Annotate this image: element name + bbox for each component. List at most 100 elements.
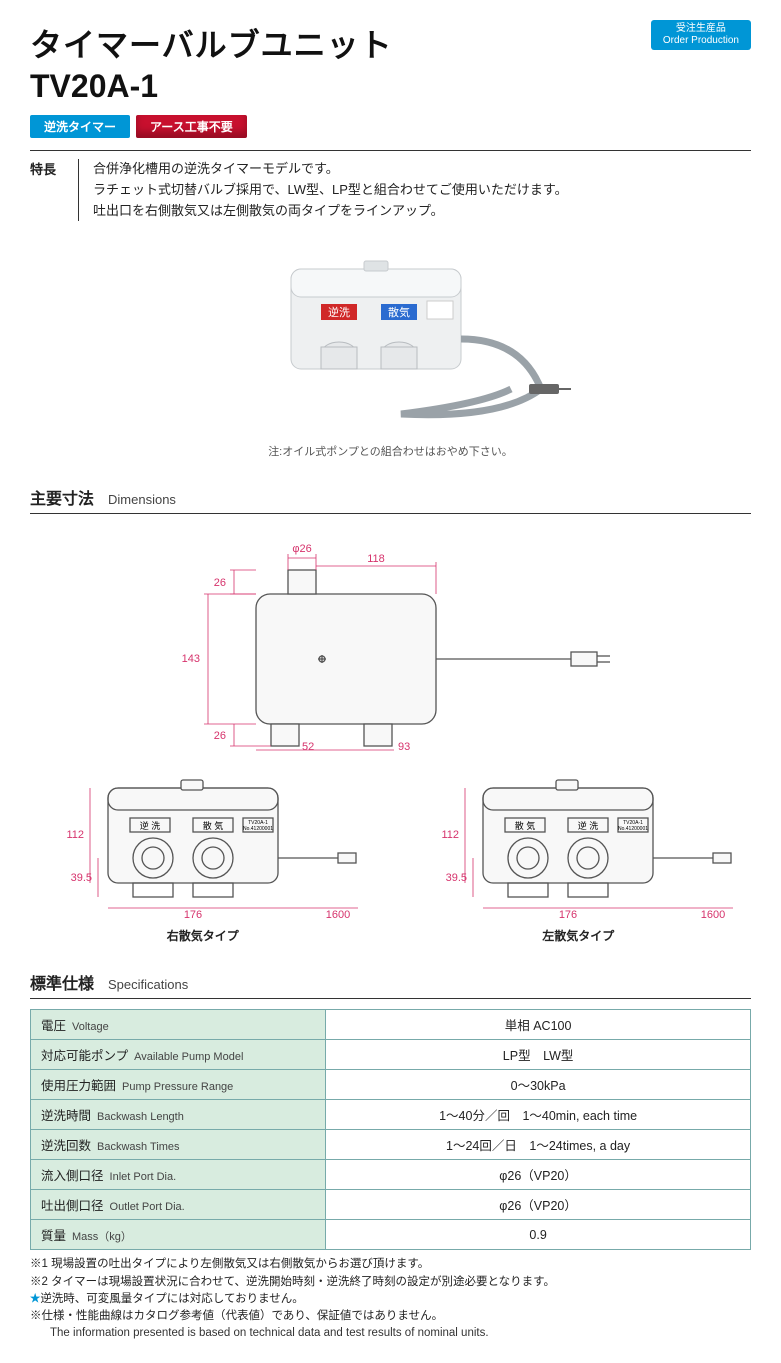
- spec-value: 0～30kPa: [326, 1070, 751, 1100]
- table-row: 質量 Mass（kg） 0.9: [31, 1220, 751, 1250]
- left-type-diagram: 散 気 逆 洗 TV20A-1 No.41200001 112 39.5 176…: [406, 768, 752, 944]
- spec-label: 流入側口径 Inlet Port Dia.: [31, 1160, 326, 1190]
- feature-line-1: 合併浄化槽用の逆洗タイマーモデルです。: [93, 159, 568, 180]
- note-2: ※2 タイマーは現場設置状況に合わせて、逆洗開始時刻・逆洗終了時刻の設定が別途必…: [30, 1274, 751, 1291]
- svg-text:118: 118: [367, 553, 385, 565]
- badge-jp: 受注生産品: [663, 23, 739, 35]
- note-3: ★逆洗時、可変風量タイプには対応しておりません。: [30, 1291, 751, 1308]
- spec-label-jp: 逆洗回数: [41, 1139, 91, 1153]
- spec-label-jp: 質量: [41, 1229, 66, 1243]
- spec-value: φ26（VP20）: [326, 1160, 751, 1190]
- table-row: 使用圧力範囲 Pump Pressure Range 0～30kPa: [31, 1070, 751, 1100]
- title-block: タイマーバルブユニット TV20A-1: [30, 20, 651, 105]
- spec-label: 使用圧力範囲 Pump Pressure Range: [31, 1070, 326, 1100]
- svg-text:1600: 1600: [701, 909, 725, 918]
- badge-en: Order Production: [663, 35, 739, 47]
- svg-text:φ26: φ26: [292, 543, 311, 555]
- spec-label-en: Inlet Port Dia.: [110, 1171, 177, 1183]
- svg-text:逆 洗: 逆 洗: [578, 820, 599, 831]
- note-4: ※仕様・性能曲線はカタログ参考値（代表値）であり、保証値ではありません。: [30, 1308, 751, 1325]
- svg-text:散 気: 散 気: [202, 820, 223, 831]
- table-row: 逆洗回数 Backwash Times 1～24回／日 1～24times, a d…: [31, 1130, 751, 1160]
- svg-text:No.41200001: No.41200001: [243, 826, 273, 832]
- features-block: 特長 合併浄化槽用の逆洗タイマーモデルです。 ラチェット式切替バルブ採用で、LW…: [30, 159, 751, 221]
- svg-text:176: 176: [184, 909, 202, 918]
- spec-label-en: Backwash Times: [97, 1141, 180, 1153]
- spec-label-en: Backwash Length: [97, 1111, 184, 1123]
- divider: [30, 150, 751, 151]
- dimensions-heading-jp: 主要寸法: [30, 485, 94, 509]
- spec-label-en: Pump Pressure Range: [122, 1081, 233, 1093]
- svg-text:112: 112: [66, 829, 84, 841]
- spec-label-en: Available Pump Model: [134, 1051, 243, 1063]
- title-jp: タイマーバルブユニット: [30, 20, 651, 66]
- spec-label-jp: 逆洗時間: [41, 1109, 91, 1123]
- svg-text:112: 112: [442, 829, 460, 841]
- spec-value: 単相 AC100: [326, 1010, 751, 1040]
- header: タイマーバルブユニット TV20A-1 受注生産品 Order Producti…: [30, 20, 751, 105]
- spec-label-jp: 対応可能ポンプ: [41, 1049, 128, 1063]
- footnotes: ※1 現場設置の吐出タイプにより左側散気又は右側散気からお選び頂けます。 ※2 …: [30, 1256, 751, 1342]
- left-type-caption: 左散気タイプ: [406, 927, 752, 944]
- top-view-diagram: φ26 118 26 143 26 52 93: [30, 524, 751, 754]
- spec-label: 質量 Mass（kg）: [31, 1220, 326, 1250]
- spec-label-en: Outlet Port Dia.: [110, 1201, 185, 1213]
- spec-label-jp: 流入側口径: [41, 1169, 104, 1183]
- table-row: 吐出側口径 Outlet Port Dia. φ26（VP20）: [31, 1190, 751, 1220]
- spec-value: 0.9: [326, 1220, 751, 1250]
- svg-text:26: 26: [213, 730, 225, 742]
- right-type-caption: 右散気タイプ: [30, 927, 376, 944]
- tag-no-earth: アース工事不要: [136, 115, 247, 138]
- specs-heading-en: Specifications: [108, 977, 188, 992]
- spec-label-jp: 使用圧力範囲: [41, 1079, 116, 1093]
- product-illustration: 逆洗 散気: [181, 239, 601, 439]
- note-1: ※1 現場設置の吐出タイプにより左側散気又は右側散気からお選び頂けます。: [30, 1256, 751, 1273]
- specs-heading-jp: 標準仕様: [30, 970, 94, 994]
- tag-backwash-timer: 逆洗タイマー: [30, 115, 130, 138]
- spec-label: 電圧 Voltage: [31, 1010, 326, 1040]
- specs-heading: 標準仕様 Specifications: [30, 970, 751, 999]
- svg-text:逆 洗: 逆 洗: [139, 820, 160, 831]
- feature-line-2: ラチェット式切替バルブ採用で、LW型、LP型と組合わせてご使用いただけます。: [93, 180, 568, 201]
- photo-note: 注:オイル式ポンプとの組合わせはおやめ下さい。: [30, 443, 751, 459]
- svg-text:176: 176: [559, 909, 577, 918]
- front-views: 逆 洗 散 気 TV20A-1 No.41200001 112 39.5 176…: [30, 768, 751, 944]
- svg-text:No.41200001: No.41200001: [618, 826, 648, 832]
- note-en: The information presented is based on te…: [50, 1325, 751, 1342]
- spec-label-jp: 吐出側口径: [41, 1199, 104, 1213]
- spec-label: 逆洗回数 Backwash Times: [31, 1130, 326, 1160]
- svg-text:1600: 1600: [326, 909, 350, 918]
- svg-text:93: 93: [398, 741, 410, 753]
- svg-text:39.5: 39.5: [446, 872, 467, 884]
- svg-text:散 気: 散 気: [515, 820, 536, 831]
- photo-label-left: 逆洗: [328, 305, 350, 319]
- features-divider: [78, 159, 79, 221]
- model-number: TV20A-1: [30, 68, 651, 105]
- spec-value: LP型 LW型: [326, 1040, 751, 1070]
- spec-value: 1～40分／回 1～40min, each time: [326, 1100, 751, 1130]
- spec-value: 1～24回／日 1～24times, a day: [326, 1130, 751, 1160]
- product-photo: 逆洗 散気 注:オイル式ポンプとの組合わせはおやめ下さい。: [30, 239, 751, 459]
- spec-label: 吐出側口径 Outlet Port Dia.: [31, 1190, 326, 1220]
- right-type-diagram: 逆 洗 散 気 TV20A-1 No.41200001 112 39.5 176…: [30, 768, 376, 944]
- features-text: 合併浄化槽用の逆洗タイマーモデルです。 ラチェット式切替バルブ採用で、LW型、L…: [93, 159, 568, 221]
- feature-line-3: 吐出口を右側散気又は左側散気の両タイプをラインアップ。: [93, 201, 568, 222]
- dimensions-heading: 主要寸法 Dimensions: [30, 485, 751, 514]
- spec-label: 逆洗時間 Backwash Length: [31, 1100, 326, 1130]
- spec-value: φ26（VP20）: [326, 1190, 751, 1220]
- specifications-table: 電圧 Voltage 単相 AC100 対応可能ポンプ Available Pump M…: [30, 1009, 751, 1250]
- photo-label-right: 散気: [388, 305, 410, 319]
- table-row: 電圧 Voltage 単相 AC100: [31, 1010, 751, 1040]
- svg-text:39.5: 39.5: [70, 872, 91, 884]
- tag-row: 逆洗タイマー アース工事不要: [30, 115, 751, 138]
- spec-label-jp: 電圧: [41, 1019, 66, 1033]
- order-production-badge: 受注生産品 Order Production: [651, 20, 751, 50]
- svg-text:143: 143: [181, 653, 199, 665]
- dimensions-heading-en: Dimensions: [108, 492, 176, 507]
- spec-label: 対応可能ポンプ Available Pump Model: [31, 1040, 326, 1070]
- table-row: 逆洗時間 Backwash Length 1～40分／回 1～40min, each…: [31, 1100, 751, 1130]
- spec-label-en: Voltage: [72, 1021, 109, 1033]
- svg-text:52: 52: [302, 741, 314, 753]
- spec-label-en: Mass（kg）: [72, 1231, 132, 1243]
- svg-text:26: 26: [213, 577, 225, 589]
